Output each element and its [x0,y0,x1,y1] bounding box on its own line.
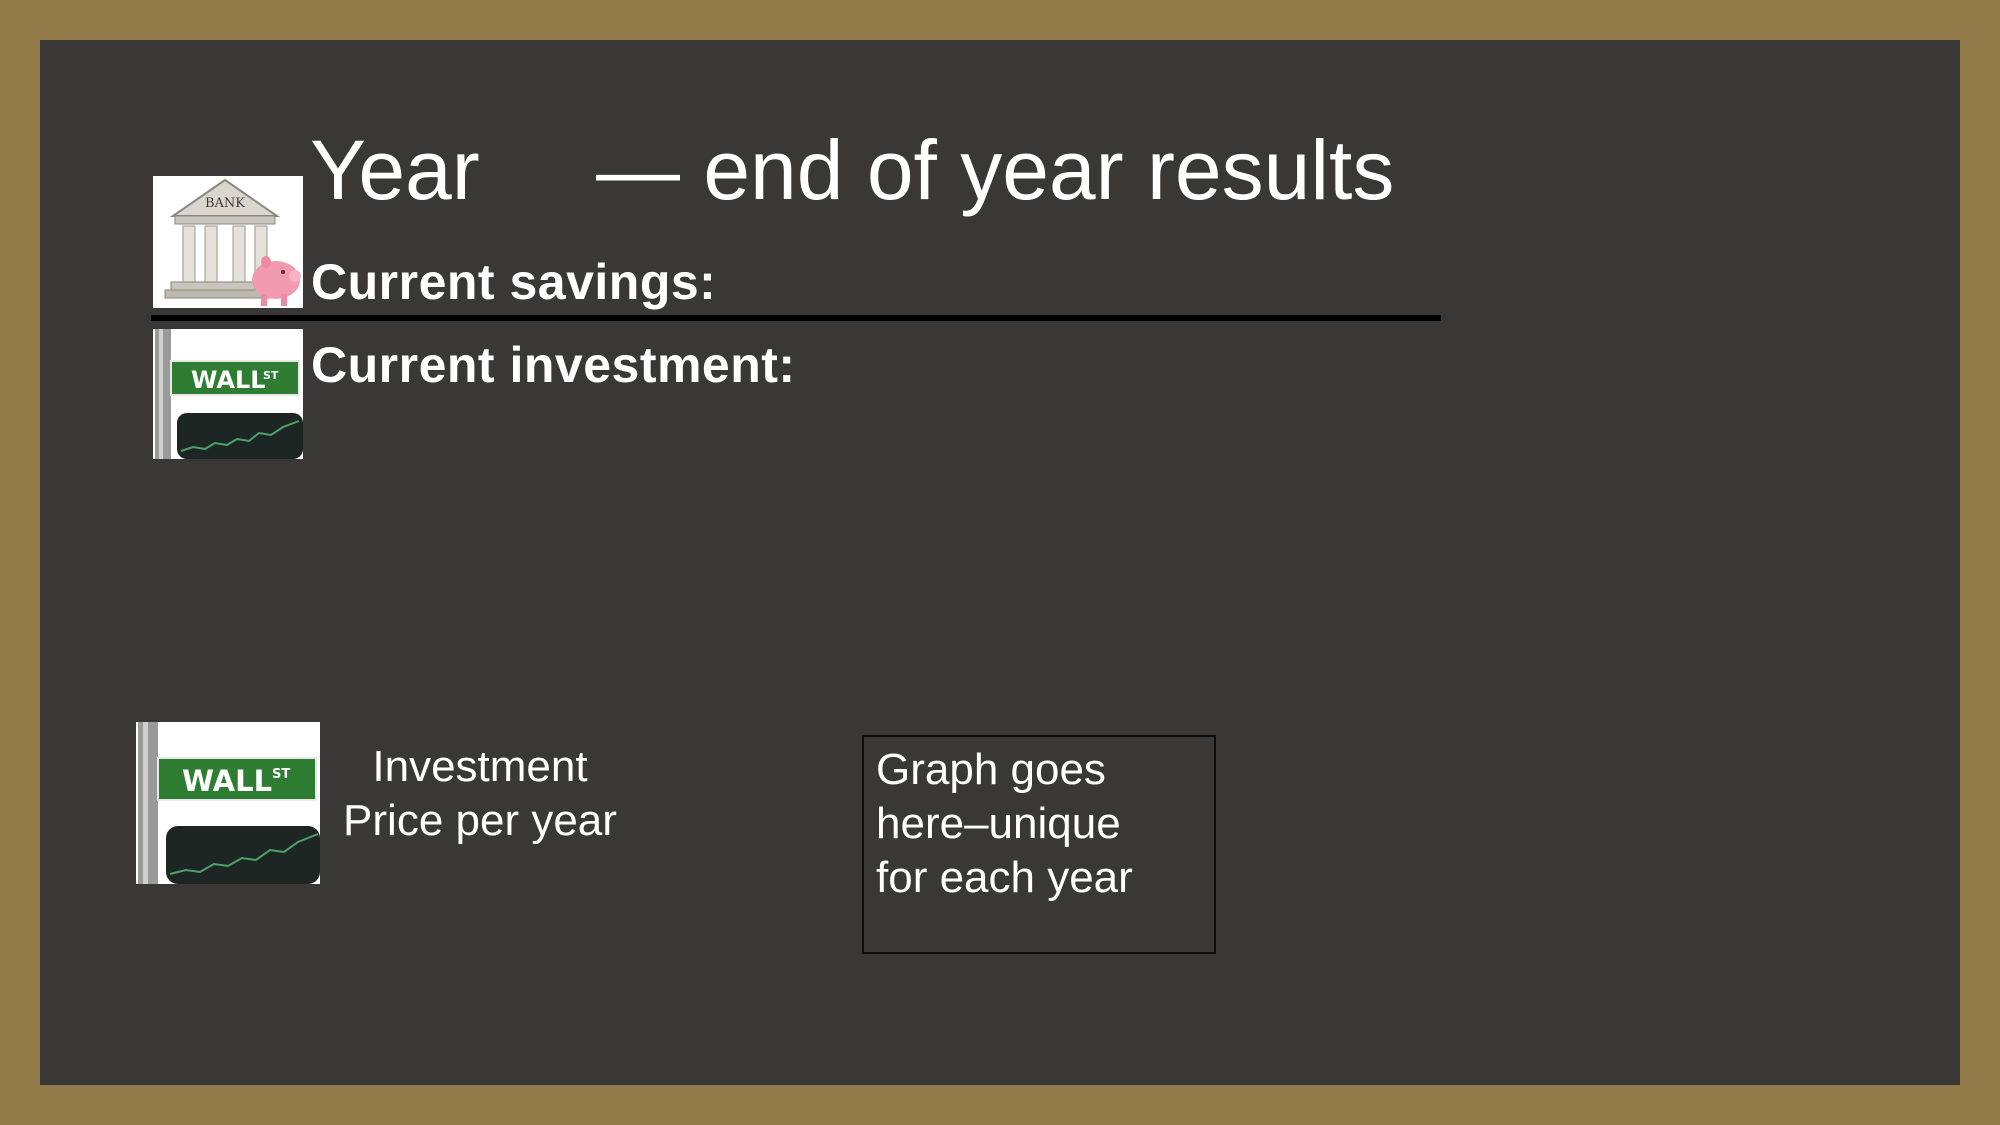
graph-placeholder-line3: for each year [876,853,1133,902]
bank-icon: BANK [153,176,303,308]
wall-sign-suffix: ST [263,369,279,382]
wall-street-sign-icon-large: WALL ST [136,722,320,884]
graph-placeholder-line2: here–unique [876,799,1121,848]
piggy-bank-icon [252,256,301,306]
investment-price-label: Investment Price per year [330,740,630,848]
wall-sign-text: WALL [191,366,266,394]
title-year: Year [310,123,480,217]
bank-sign-text: BANK [205,196,245,211]
wall-street-svg: WALL ST [155,329,303,459]
wall-street-sign-icon: WALL ST [153,329,303,459]
title-subtitle: — end of year results [596,123,1395,217]
price-label-line1: Investment [372,742,588,791]
wall-sign-suffix-large: ST [272,767,290,782]
price-label-line2: Price per year [343,796,617,845]
wall-street-svg-large: WALL ST [138,722,320,884]
slide: Year — end of year results BANK Curren [40,40,1960,1085]
bank-building-svg: BANK [164,178,301,306]
current-investment-label: Current investment: [311,337,796,393]
graph-placeholder-line1: Graph goes [876,745,1106,794]
graph-placeholder: Graph goes here–unique for each year [862,735,1216,954]
wall-sign-text-large: WALL [182,764,272,798]
current-savings-label: Current savings: [311,254,717,310]
divider [151,315,1441,321]
